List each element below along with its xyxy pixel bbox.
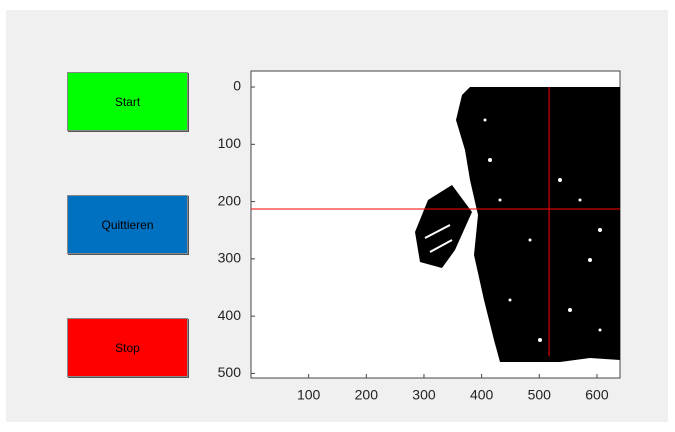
x-tick-label: 200: [355, 387, 379, 403]
x-tick-label: 100: [297, 387, 321, 403]
y-tick-label: 100: [218, 135, 242, 151]
x-tick-label: 400: [470, 387, 494, 403]
x-tick-label: 500: [528, 387, 552, 403]
axes: 100 200 300 400 500 600 0 100 200 300 400 500: [0, 0, 675, 432]
y-tick-label: 200: [218, 192, 242, 208]
x-tick-label: 300: [412, 387, 436, 403]
y-tick-label: 0: [233, 78, 241, 94]
y-tick-label: 400: [218, 307, 242, 323]
y-tick-label: 300: [218, 250, 242, 266]
y-tick-label: 500: [218, 364, 242, 380]
x-tick-label: 600: [585, 387, 609, 403]
page: Start Quittieren Stop 100200300400500600…: [0, 0, 675, 432]
